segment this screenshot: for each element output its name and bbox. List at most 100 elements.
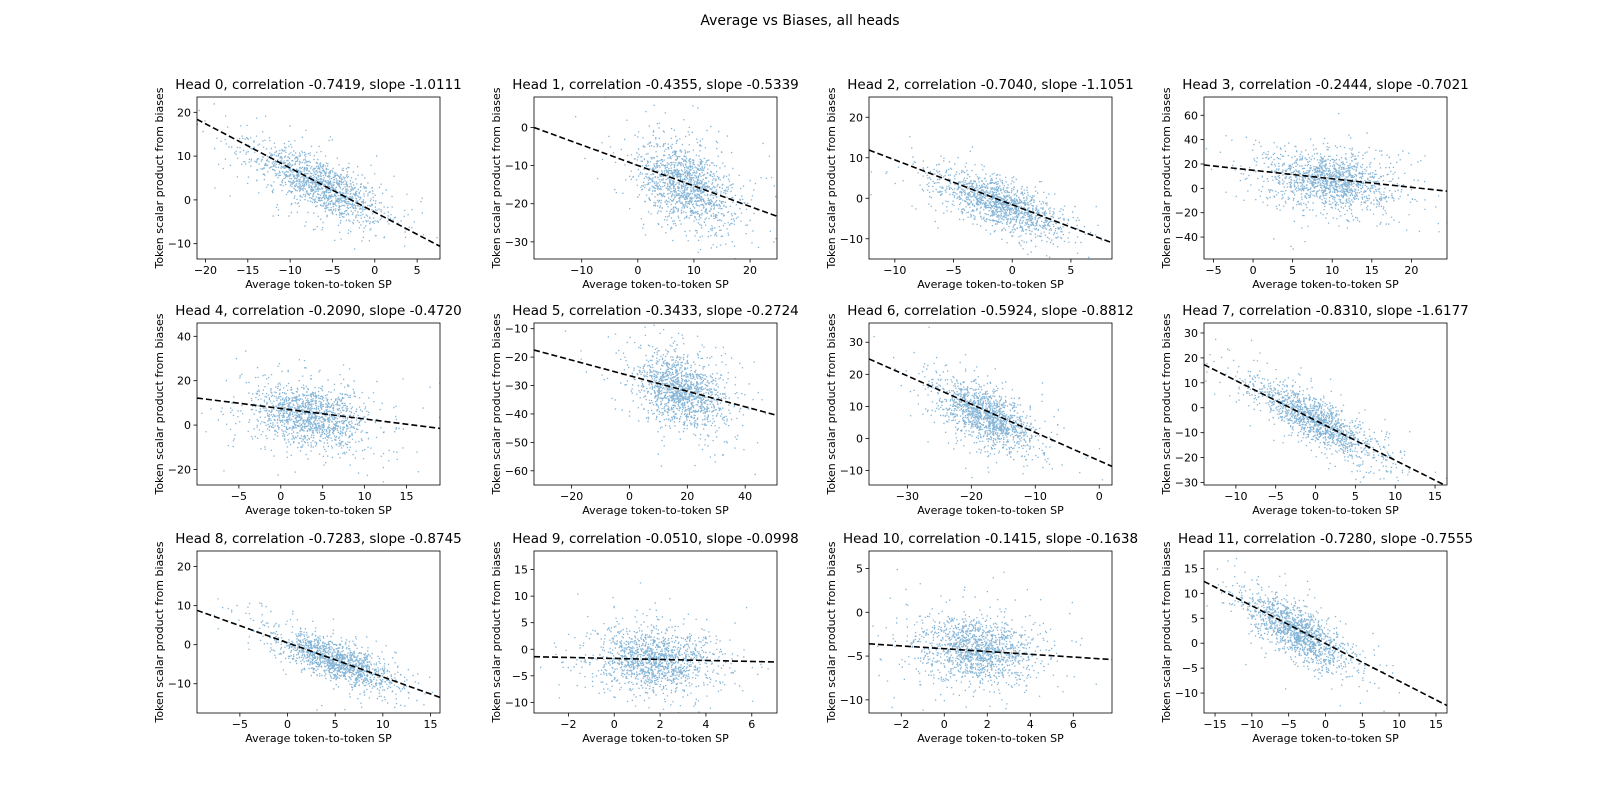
axes-frame — [533, 96, 778, 260]
y-tick-label: 0 — [184, 639, 191, 652]
x-tick-label: 0 — [1096, 490, 1103, 503]
y-tick-label: 0 — [1191, 637, 1198, 650]
x-tick-label: −20 — [560, 490, 583, 503]
y-axis-label: Token scalar product from biases — [825, 313, 838, 495]
x-tick-label: 0 — [611, 718, 618, 731]
subplot-title: Head 8, correlation -0.7283, slope -0.87… — [175, 531, 462, 547]
y-tick-label: −20 — [168, 463, 191, 476]
x-axis-label: Average token-to-token SP — [245, 732, 392, 745]
subplot-head-0: −20 −15 −10 −5 0 5 −10 0 10 20 Head 0, correlation… — [153, 77, 462, 291]
scatter-points — [213, 598, 434, 711]
x-tick-label: −20 — [960, 490, 983, 503]
y-axis-label: Token scalar product from biases — [825, 87, 838, 269]
subplot-title: Head 1, correlation -0.4355, slope -0.53… — [512, 77, 799, 93]
x-tick-label: 5 — [332, 718, 339, 731]
y-tick-label: 40 — [1184, 134, 1198, 147]
subplot-head-5: −20 0 20 40 −60 −50 −40 −30 −20 −10 Head 5, correl… — [490, 303, 799, 517]
subplot-title: Head 4, correlation -0.2090, slope -0.47… — [175, 303, 462, 319]
y-tick-label: 5 — [521, 617, 528, 630]
y-tick-label: 0 — [1191, 402, 1198, 415]
x-tick-label: 10 — [687, 264, 701, 277]
scatter-points — [873, 326, 1104, 481]
x-tick-label: −2 — [893, 718, 909, 731]
y-tick-label: 30 — [849, 336, 863, 349]
y-tick-label: −10 — [505, 160, 528, 173]
x-axis-label: Average token-to-token SP — [582, 732, 729, 745]
y-axis-label: Token scalar product from biases — [490, 541, 503, 723]
axes-frame — [1203, 550, 1448, 714]
regression-line — [1204, 580, 1447, 707]
subplot-title: Head 2, correlation -0.7040, slope -1.10… — [847, 77, 1134, 93]
x-tick-label: 20 — [680, 490, 694, 503]
y-axis-label: Token scalar product from biases — [1160, 87, 1173, 269]
y-tick-label: 20 — [177, 106, 191, 119]
scatter-point-cloud — [872, 568, 1097, 711]
x-tick-label: 10 — [1325, 264, 1339, 277]
scatter-points — [564, 324, 767, 476]
x-tick-label: 10 — [358, 490, 372, 503]
y-tick-label: −20 — [1175, 452, 1198, 465]
x-tick-label: 4 — [702, 718, 709, 731]
y-tick-label: 5 — [1191, 612, 1198, 625]
scatter-point-cloud — [201, 350, 440, 483]
x-tick-label: 15 — [399, 490, 413, 503]
axes-frame — [196, 322, 441, 486]
y-tick-label: 0 — [184, 419, 191, 432]
regression-line — [197, 118, 440, 248]
y-tick-label: 0 — [521, 121, 528, 134]
y-tick-label: 0 — [184, 194, 191, 207]
y-tick-label: −40 — [1175, 231, 1198, 244]
x-tick-label: −10 — [1024, 490, 1047, 503]
subplot-title: Head 3, correlation -0.2444, slope -0.70… — [1182, 77, 1469, 93]
x-tick-label: 15 — [1365, 264, 1379, 277]
y-tick-label: 10 — [514, 590, 528, 603]
y-tick-label: 20 — [177, 375, 191, 388]
scatter-points — [201, 350, 440, 483]
y-axis-label: Token scalar product from biases — [1160, 541, 1173, 723]
x-axis-label: Average token-to-token SP — [1252, 504, 1399, 517]
x-tick-label: 5 — [1352, 490, 1359, 503]
x-axis-label: Average token-to-token SP — [917, 278, 1064, 291]
y-tick-label: −10 — [505, 323, 528, 336]
y-tick-label: −10 — [840, 694, 863, 707]
y-tick-label: −30 — [505, 236, 528, 249]
regression-line — [197, 397, 440, 430]
regression-line — [869, 149, 1112, 244]
x-axis-label: Average token-to-token SP — [1252, 278, 1399, 291]
x-tick-label: 6 — [748, 718, 755, 731]
x-tick-label: −10 — [570, 264, 593, 277]
scatter-point-cloud — [1205, 113, 1447, 250]
y-tick-label: 10 — [177, 600, 191, 613]
subplot-title: Head 6, correlation -0.5924, slope -0.88… — [847, 303, 1134, 319]
y-axis-label: Token scalar product from biases — [1160, 313, 1173, 495]
x-tick-label: 4 — [1027, 718, 1034, 731]
x-tick-label: 6 — [1070, 718, 1077, 731]
y-tick-label: 15 — [1184, 562, 1198, 575]
subplot-title: Head 9, correlation -0.0510, slope -0.09… — [512, 531, 799, 547]
x-tick-label: −15 — [236, 264, 259, 277]
x-tick-label: 15 — [1429, 718, 1443, 731]
scatter-point-cloud — [873, 326, 1104, 481]
x-tick-label: 15 — [423, 718, 437, 731]
x-axis-label: Average token-to-token SP — [245, 504, 392, 517]
y-tick-label: −20 — [1175, 207, 1198, 220]
scatter-points — [870, 136, 1103, 259]
y-tick-label: −10 — [840, 465, 863, 478]
y-tick-label: 5 — [856, 563, 863, 576]
subplot-head-10: −2 0 2 4 6 −10 −5 0 5 Head 10, correlation -0.141… — [825, 531, 1138, 745]
x-tick-label: 0 — [277, 490, 284, 503]
y-tick-label: −5 — [512, 670, 528, 683]
subplot-title: Head 5, correlation -0.3433, slope -0.27… — [512, 303, 799, 319]
subplot-head-7: −10 −5 0 5 10 15 −30 −20 −10 0 10 20 30 Head 7, corre… — [1160, 303, 1469, 517]
x-tick-label: 20 — [1404, 264, 1418, 277]
x-tick-label: −20 — [194, 264, 217, 277]
y-tick-label: −60 — [505, 465, 528, 478]
x-tick-label: 0 — [626, 490, 633, 503]
scatter-points — [1205, 113, 1447, 250]
subplot-title: Head 0, correlation -0.7419, slope -1.01… — [175, 77, 462, 93]
y-tick-label: 20 — [849, 368, 863, 381]
regression-line — [534, 126, 777, 218]
axes-frame — [1203, 96, 1448, 260]
subplot-title: Head 7, correlation -0.8310, slope -1.61… — [1182, 303, 1469, 319]
x-tick-label: 0 — [1009, 264, 1016, 277]
